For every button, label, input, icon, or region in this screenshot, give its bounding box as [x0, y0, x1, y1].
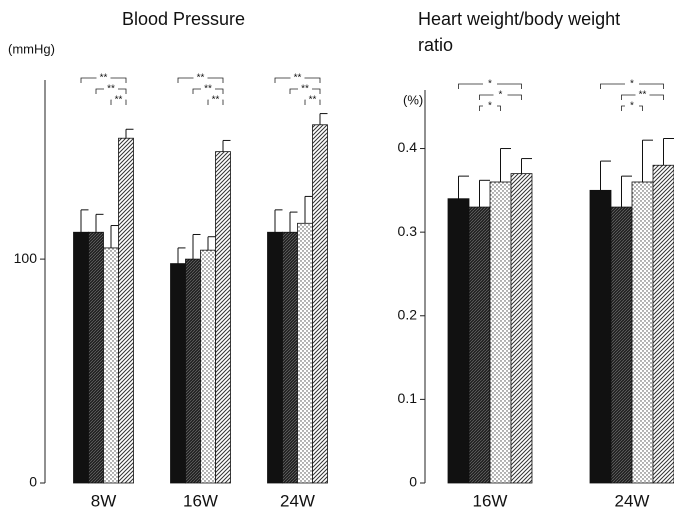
bar	[215, 151, 231, 484]
bracket-label-bg	[111, 96, 126, 102]
bar	[103, 247, 119, 484]
significance-label: **	[294, 73, 302, 84]
bar	[118, 137, 134, 484]
bar	[297, 222, 313, 484]
bar	[489, 181, 512, 484]
bracket-label-bg	[96, 74, 111, 80]
significance-label: **	[212, 95, 220, 106]
bracket-label-bg	[290, 74, 305, 80]
significance-label: **	[301, 84, 309, 95]
bar	[170, 263, 186, 484]
y-axis-label: (%)	[403, 92, 423, 107]
bracket-label-bg	[208, 96, 223, 102]
x-tick-label: 8W	[91, 491, 117, 510]
x-tick-label: 16W	[183, 491, 218, 510]
x-tick-label: 16W	[473, 491, 508, 510]
significance-label: **	[100, 73, 108, 84]
bracket-label-bg	[201, 85, 215, 91]
significance-label: *	[499, 90, 503, 101]
x-tick-label: 24W	[280, 491, 315, 510]
significance-label: **	[197, 73, 205, 84]
chart-title: Heart weight/body weight ratio	[418, 9, 621, 55]
bar	[631, 181, 654, 484]
x-tick-label: 24W	[615, 491, 650, 510]
bracket-label-bg	[483, 102, 497, 108]
bracket-label-bg	[635, 91, 650, 97]
bar	[589, 189, 612, 484]
y-tick-label: 100	[14, 250, 38, 266]
bar	[185, 258, 201, 484]
bracket-label-bg	[483, 80, 497, 86]
bar	[610, 206, 633, 484]
bracket-label-bg	[104, 85, 118, 91]
bar	[200, 249, 216, 484]
bracket-label-bg	[493, 91, 508, 97]
bar	[510, 173, 533, 484]
significance-label: **	[115, 95, 123, 106]
bracket-label-bg	[625, 102, 639, 108]
significance-label: **	[107, 84, 115, 95]
significance-label: **	[309, 95, 317, 106]
bar	[267, 231, 283, 484]
bar	[312, 124, 328, 484]
bar	[447, 198, 470, 484]
bracket-label-bg	[193, 74, 208, 80]
chart-title: Blood Pressure	[122, 9, 246, 29]
y-axis-label: (mmHg)	[8, 41, 55, 56]
significance-label: **	[204, 84, 212, 95]
y-tick-label: 0	[29, 474, 37, 490]
significance-label: *	[488, 79, 492, 90]
significance-label: *	[630, 79, 634, 90]
y-tick-label: 0.2	[398, 306, 418, 322]
y-tick-label: 0	[409, 474, 417, 490]
bar	[73, 231, 89, 484]
bar	[282, 231, 298, 484]
bar	[652, 164, 674, 484]
bar	[88, 231, 104, 484]
bracket-label-bg	[625, 80, 639, 86]
y-tick-label: 0.1	[398, 390, 418, 406]
significance-label: **	[639, 90, 647, 101]
significance-label: *	[630, 101, 634, 112]
bar	[468, 206, 491, 484]
bracket-label-bg	[305, 96, 320, 102]
significance-label: *	[488, 101, 492, 112]
y-tick-label: 0.4	[398, 139, 418, 155]
bracket-label-bg	[298, 85, 312, 91]
y-tick-label: 0.3	[398, 223, 418, 239]
